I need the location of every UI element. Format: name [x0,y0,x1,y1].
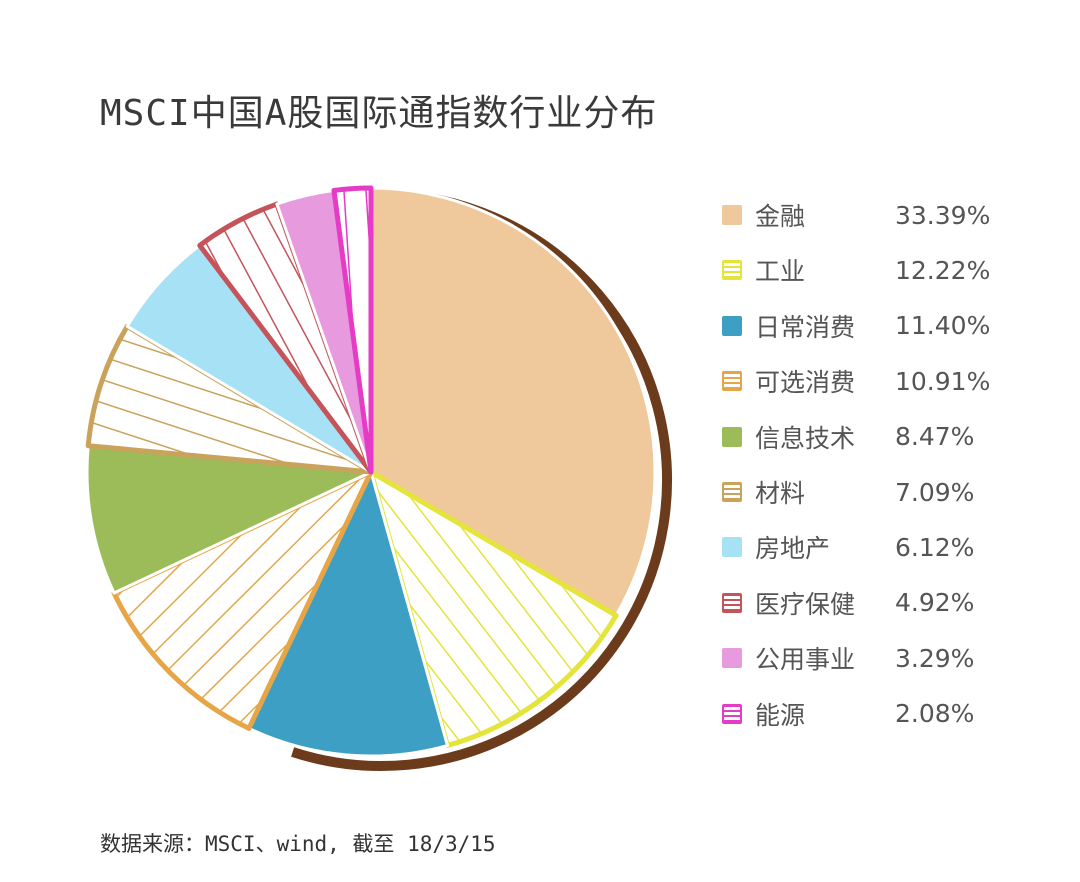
legend-swatch [722,315,742,336]
legend-swatch [722,648,742,669]
data-label: 11.40% [895,311,991,341]
legend-item: 材料 7.09% [722,477,974,508]
legend-item: 医疗保健 4.92% [722,588,974,619]
legend-label: 公用事业 [755,645,856,675]
legend-item: 日常消费 11.40% [722,311,990,342]
legend-item: 金融 33.39% [722,200,990,231]
pie-slice-5 [85,323,374,475]
data-label: 10.91% [895,366,991,396]
legend-swatch [722,703,742,724]
data-label: 4.92% [895,588,975,618]
legend-swatch [722,537,742,558]
data-label: 2.08% [895,699,975,729]
legend-label: 医疗保健 [755,589,856,619]
data-label: 12.22% [895,255,991,285]
legend-swatch [722,205,742,225]
legend-item: 可选消费 10.91% [722,366,990,398]
legend-swatch [722,371,742,392]
pie-slice-1 [368,469,619,749]
legend-item: 工业 12.22% [722,255,990,287]
pie-slice-0 [369,186,657,617]
data-label: 3.29% [895,643,975,673]
data-label: 6.12% [895,532,975,562]
legend-item: 公用事业 3.29% [722,643,974,675]
legend-label: 信息技术 [755,423,856,453]
legend-label: 材料 [755,479,806,508]
legend-item: 信息技术 8.47% [722,422,974,453]
pie-slice-3 [111,469,374,731]
source-note: 数据来源：MSCI、wind, 截至 18/3/15 [100,832,496,856]
data-label: 33.39% [895,200,991,230]
legend-swatch [722,426,742,447]
legend-label: 日常消费 [755,312,856,342]
legend-label: 可选消费 [755,368,856,398]
legend-label: 房地产 [755,534,831,564]
legend-label: 能源 [755,700,806,730]
legend-swatch [722,260,742,281]
pie-slice-4 [85,444,373,595]
pie-slice-9 [331,185,374,475]
legend-swatch [722,592,742,613]
legend-item: 能源 2.08% [722,699,974,730]
legend-label: 工业 [755,257,806,287]
data-label: 7.09% [895,477,975,507]
data-label: 8.47% [895,422,975,452]
legend-label: 金融 [755,202,806,231]
legend-swatch [722,482,742,502]
legend-item: 房地产 6.12% [722,532,974,564]
pie-slice-2 [247,470,449,758]
chart-title: MSCI中国A股国际通指数行业分布 [100,93,658,134]
